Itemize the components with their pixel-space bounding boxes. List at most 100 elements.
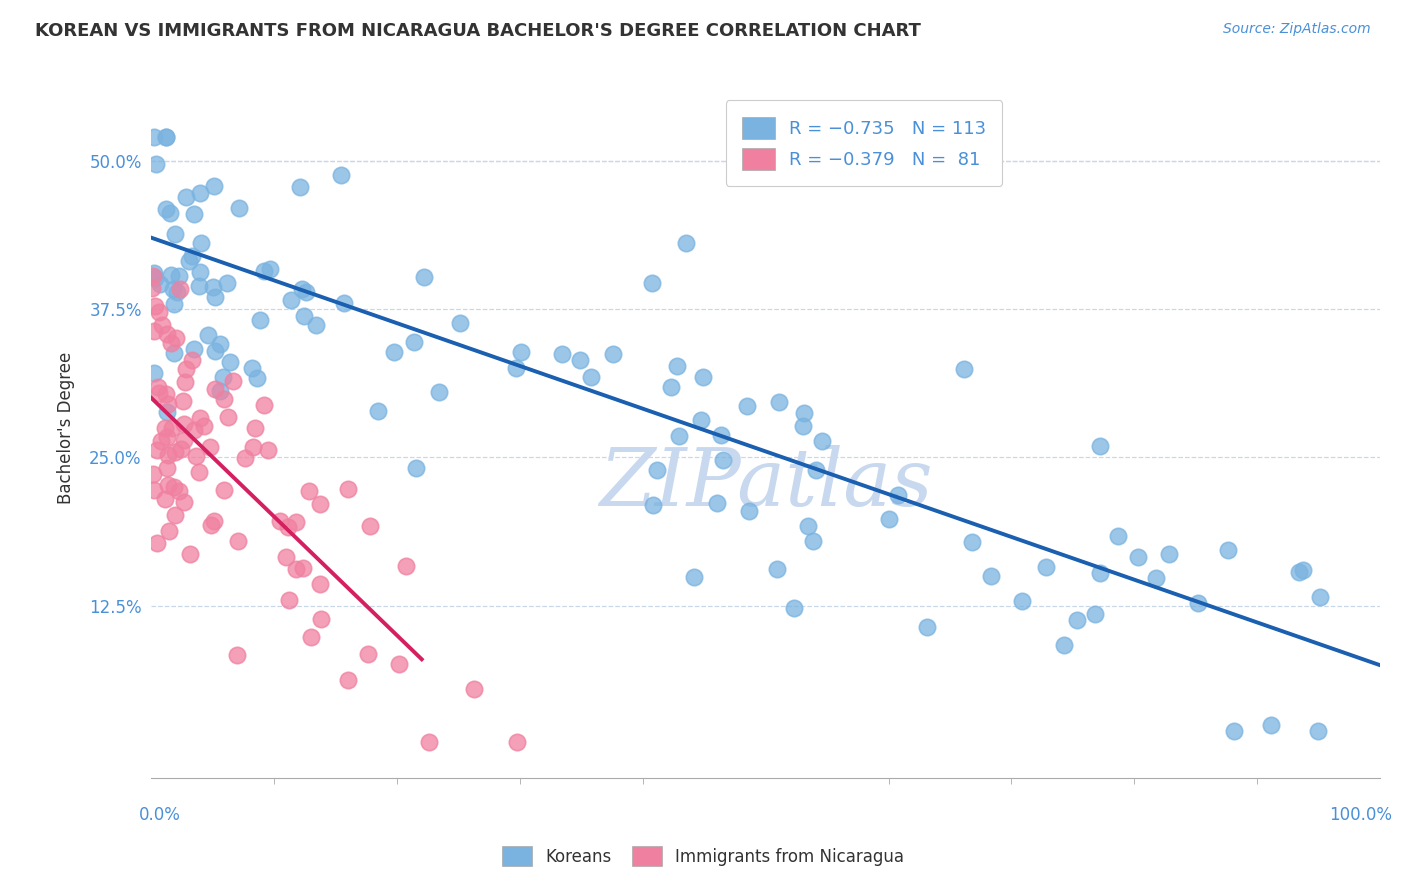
Point	[204, 343, 226, 358]
Point	[145, 156, 167, 170]
Point	[288, 180, 311, 194]
Point	[166, 285, 188, 300]
Point	[1035, 559, 1057, 574]
Point	[280, 293, 302, 307]
Point	[915, 620, 938, 634]
Point	[142, 324, 165, 338]
Point	[163, 480, 186, 494]
Point	[197, 328, 219, 343]
Point	[713, 453, 735, 467]
Point	[980, 569, 1002, 583]
Point	[259, 262, 281, 277]
Point	[1223, 723, 1246, 738]
Point	[174, 362, 197, 376]
Point	[167, 484, 190, 499]
Point	[159, 206, 181, 220]
Text: KOREAN VS IMMIGRANTS FROM NICARAGUA BACHELOR'S DEGREE CORRELATION CHART: KOREAN VS IMMIGRANTS FROM NICARAGUA BACH…	[35, 22, 921, 40]
Point	[163, 508, 186, 523]
Point	[181, 352, 204, 367]
Point	[277, 520, 299, 534]
Point	[709, 427, 731, 442]
Point	[146, 443, 169, 458]
Text: ZIPatlas: ZIPatlas	[599, 445, 932, 523]
Point	[877, 512, 900, 526]
Point	[193, 419, 215, 434]
Point	[792, 419, 814, 434]
Point	[382, 345, 405, 359]
Point	[602, 347, 624, 361]
Point	[180, 249, 202, 263]
Point	[156, 326, 179, 341]
Point	[233, 451, 256, 466]
Point	[148, 386, 170, 401]
Point	[1157, 547, 1180, 561]
Point	[418, 735, 440, 749]
Point	[148, 305, 170, 319]
Point	[1216, 543, 1239, 558]
Point	[1309, 590, 1331, 604]
Point	[1187, 596, 1209, 610]
Point	[222, 374, 245, 388]
Point	[202, 280, 225, 294]
Point	[156, 460, 179, 475]
Point	[299, 630, 322, 644]
Point	[550, 347, 572, 361]
Point	[329, 168, 352, 182]
Point	[177, 254, 200, 268]
Point	[1053, 638, 1076, 652]
Point	[953, 361, 976, 376]
Point	[1011, 594, 1033, 608]
Point	[357, 647, 380, 661]
Text: 0.0%: 0.0%	[139, 806, 181, 824]
Point	[172, 393, 194, 408]
Point	[274, 550, 297, 565]
Point	[337, 482, 360, 496]
Point	[157, 524, 180, 538]
Point	[337, 673, 360, 687]
Point	[146, 379, 169, 393]
Point	[783, 601, 806, 615]
Point	[153, 421, 176, 435]
Point	[359, 519, 381, 533]
Point	[643, 498, 665, 512]
Point	[252, 264, 274, 278]
Point	[204, 290, 226, 304]
Point	[246, 371, 269, 385]
Point	[304, 318, 326, 332]
Point	[298, 484, 321, 499]
Legend: R = −0.735   N = 113, R = −0.379   N =  81: R = −0.735 N = 113, R = −0.379 N = 81	[725, 101, 1002, 186]
Point	[506, 735, 529, 749]
Point	[184, 450, 207, 464]
Point	[173, 417, 195, 431]
Legend: Koreans, Immigrants from Nicaragua: Koreans, Immigrants from Nicaragua	[494, 838, 912, 875]
Point	[162, 282, 184, 296]
Point	[689, 413, 711, 427]
Point	[765, 561, 787, 575]
Point	[157, 478, 180, 492]
Point	[155, 129, 177, 144]
Point	[143, 129, 166, 144]
Point	[645, 462, 668, 476]
Point	[243, 421, 266, 435]
Point	[200, 517, 222, 532]
Point	[149, 277, 172, 292]
Point	[735, 399, 758, 413]
Point	[226, 533, 249, 548]
Point	[427, 384, 450, 399]
Point	[1090, 566, 1112, 580]
Point	[278, 592, 301, 607]
Point	[1260, 718, 1282, 732]
Point	[291, 560, 314, 574]
Point	[188, 264, 211, 278]
Point	[143, 267, 166, 281]
Point	[1308, 723, 1330, 738]
Point	[155, 491, 177, 506]
Point	[142, 467, 165, 481]
Point	[169, 282, 191, 296]
Point	[1066, 613, 1088, 627]
Point	[668, 429, 690, 443]
Point	[692, 369, 714, 384]
Point	[509, 344, 531, 359]
Point	[388, 657, 411, 672]
Point	[682, 570, 704, 584]
